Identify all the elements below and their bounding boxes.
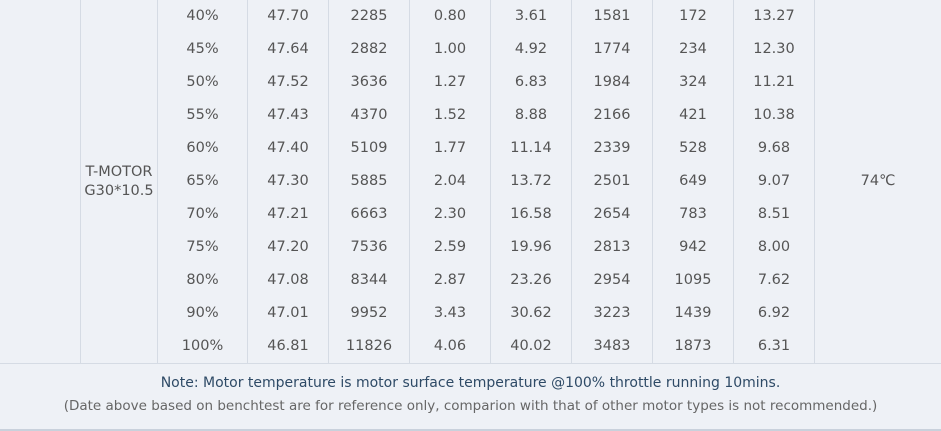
table-cell: 6.83 — [490, 66, 571, 99]
table-cell: 60% — [157, 132, 247, 165]
table-cell: 65% — [157, 165, 247, 198]
table-cell: 47.64 — [247, 33, 328, 66]
table-cell: 3.61 — [490, 0, 571, 33]
table-cell: 2954 — [571, 264, 652, 297]
table-cell: 11.14 — [490, 132, 571, 165]
table-cell: 3483 — [571, 330, 652, 363]
table-cell: 528 — [652, 132, 733, 165]
table-cell: 6663 — [328, 198, 409, 231]
table-cell: 0.80 — [409, 0, 490, 33]
table-cell: 47.20 — [247, 231, 328, 264]
table-cell: 8344 — [328, 264, 409, 297]
table-cell: 2.87 — [409, 264, 490, 297]
table-cell: 50% — [157, 66, 247, 99]
temperature-cell: 74℃ — [814, 0, 941, 363]
table-cell: 47.21 — [247, 198, 328, 231]
table-cell: 3223 — [571, 297, 652, 330]
table-cell: 5885 — [328, 165, 409, 198]
table-cell: 2882 — [328, 33, 409, 66]
table-cell: 1095 — [652, 264, 733, 297]
table-cell: 9952 — [328, 297, 409, 330]
table-cell: 2.30 — [409, 198, 490, 231]
table-cell: 80% — [157, 264, 247, 297]
table-cell: 47.43 — [247, 99, 328, 132]
table-cell: 1873 — [652, 330, 733, 363]
prop-cell: T-MOTOR G30*10.5 — [80, 0, 157, 363]
table-cell: 47.08 — [247, 264, 328, 297]
table-cell: 70% — [157, 198, 247, 231]
table-cell: 1581 — [571, 0, 652, 33]
table-cell: 13.72 — [490, 165, 571, 198]
table-cell: 1.27 — [409, 66, 490, 99]
table-cell: 234 — [652, 33, 733, 66]
table-cell: 5109 — [328, 132, 409, 165]
table-cell: 2339 — [571, 132, 652, 165]
table-cell: 16.58 — [490, 198, 571, 231]
table-cell: 1.77 — [409, 132, 490, 165]
table-cell: 8.51 — [733, 198, 814, 231]
table-cell: 47.30 — [247, 165, 328, 198]
table-cell: 90% — [157, 297, 247, 330]
table-cell: 649 — [652, 165, 733, 198]
table-cell: 4.06 — [409, 330, 490, 363]
table-cell: 2.04 — [409, 165, 490, 198]
table-cell: 47.70 — [247, 0, 328, 33]
table-cell: 40.02 — [490, 330, 571, 363]
table-cell: 75% — [157, 231, 247, 264]
table-cell: 7536 — [328, 231, 409, 264]
table-cell: 9.07 — [733, 165, 814, 198]
blank-cell — [0, 0, 80, 363]
table-cell: 47.52 — [247, 66, 328, 99]
table-cell: 100% — [157, 330, 247, 363]
table-cell: 1774 — [571, 33, 652, 66]
table-cell: 2.59 — [409, 231, 490, 264]
table-cell: 13.27 — [733, 0, 814, 33]
table-cell: 1984 — [571, 66, 652, 99]
table-cell: 1.00 — [409, 33, 490, 66]
table-cell: 8.88 — [490, 99, 571, 132]
note: Note: Motor temperature is motor surface… — [160, 375, 781, 391]
table-cell: 11826 — [328, 330, 409, 363]
disclaimer: (Date above based on benchtest are for r… — [63, 398, 878, 414]
table-cell: 40% — [157, 0, 247, 33]
table-cell: 47.40 — [247, 132, 328, 165]
table-cell: 2813 — [571, 231, 652, 264]
table-cell: 942 — [652, 231, 733, 264]
table-cell: 4370 — [328, 99, 409, 132]
table-cell: 2654 — [571, 198, 652, 231]
table-cell: 172 — [652, 0, 733, 33]
table-cell: 2285 — [328, 0, 409, 33]
table-cell: 19.96 — [490, 231, 571, 264]
table-cell: 2166 — [571, 99, 652, 132]
bottom-border — [0, 429, 941, 431]
table-cell: 9.68 — [733, 132, 814, 165]
table-cell: 421 — [652, 99, 733, 132]
table-cell: 3636 — [328, 66, 409, 99]
table-cell: 30.62 — [490, 297, 571, 330]
table-cell: 23.26 — [490, 264, 571, 297]
divider — [0, 363, 941, 364]
table-cell: 6.92 — [733, 297, 814, 330]
table-cell: 4.92 — [490, 33, 571, 66]
table-cell: 1.52 — [409, 99, 490, 132]
table-cell: 46.81 — [247, 330, 328, 363]
table-cell: 6.31 — [733, 330, 814, 363]
table-cell: 12.30 — [733, 33, 814, 66]
table-cell: 8.00 — [733, 231, 814, 264]
table-cell: 45% — [157, 33, 247, 66]
table-cell: 10.38 — [733, 99, 814, 132]
table-cell: 11.21 — [733, 66, 814, 99]
table-cell: 324 — [652, 66, 733, 99]
table-cell: 7.62 — [733, 264, 814, 297]
table-cell: 783 — [652, 198, 733, 231]
table-cell: 1439 — [652, 297, 733, 330]
table-cell: 47.01 — [247, 297, 328, 330]
table-cell: 3.43 — [409, 297, 490, 330]
table-cell: 55% — [157, 99, 247, 132]
table-cell: 2501 — [571, 165, 652, 198]
